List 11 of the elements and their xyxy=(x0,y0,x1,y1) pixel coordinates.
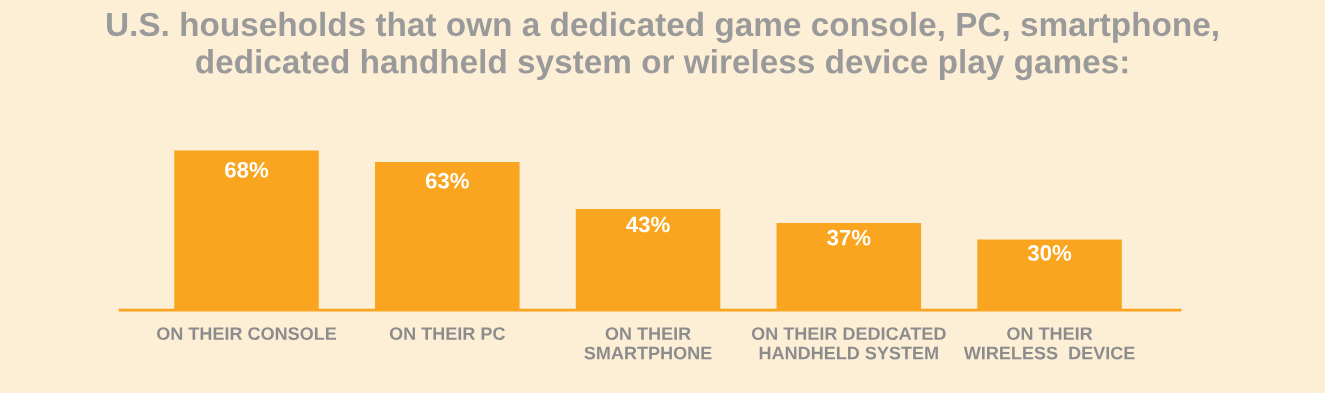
x-tick-label: ON THEIR CONSOLE xyxy=(156,327,337,341)
x-tick-label: ON THEIR DEDICATED HANDHELD SYSTEM xyxy=(751,327,946,360)
x-tick-label: ON THEIR WIRELESS DEVICE xyxy=(963,327,1135,360)
x-tick-label: ON THEIR PC xyxy=(389,327,505,341)
data-label: 43% xyxy=(626,216,670,233)
data-label: 30% xyxy=(1027,245,1072,261)
chart-title: U.S. households that own a dedicated game console, PC, smartphone, dedicated handheld system or wireless device play games: xyxy=(107,11,1218,81)
data-label: 68% xyxy=(225,161,269,178)
data-label: 63% xyxy=(425,172,469,189)
data-label: 37% xyxy=(827,229,871,246)
x-tick-label: ON THEIR SMARTPHONE xyxy=(584,327,712,360)
